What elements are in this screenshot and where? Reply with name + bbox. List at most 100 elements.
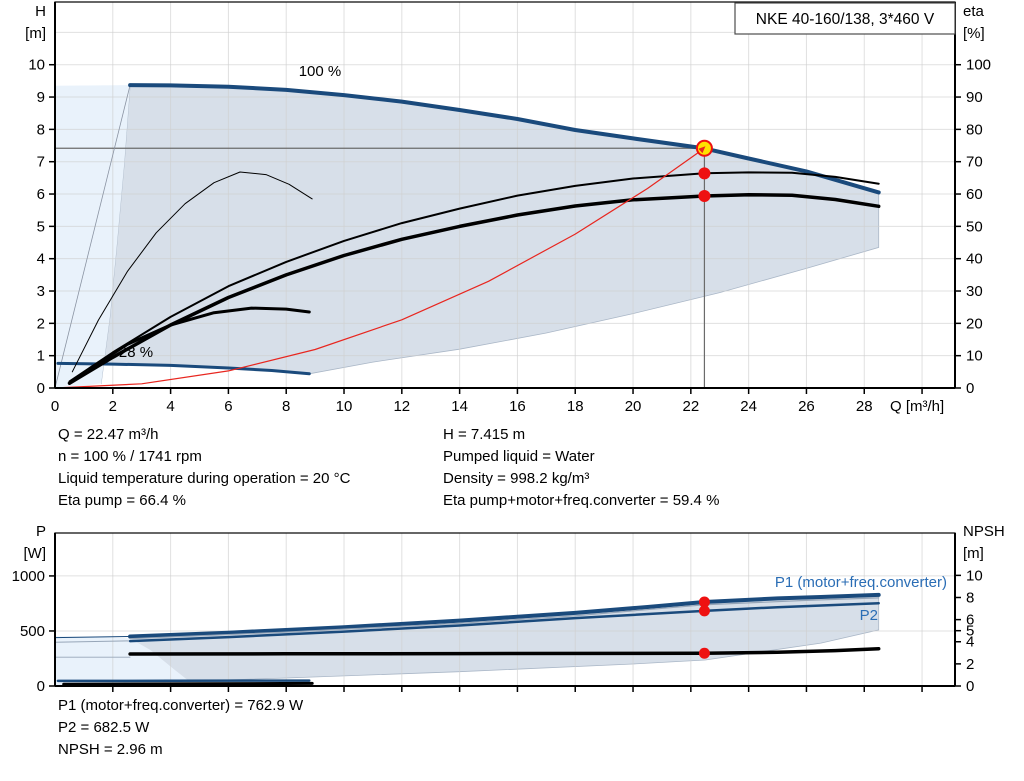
tick-label: 0: [51, 398, 59, 415]
curve-npsh: [128, 646, 881, 656]
curve-eta-total-28: [88, 306, 311, 371]
low-flow-region-power: [55, 636, 196, 686]
power-info: P1 (motor+freq.converter) = 762.9 W P2 =…: [58, 695, 303, 761]
chart-label-: [%]: [963, 25, 985, 42]
chart-label-p: P: [36, 523, 46, 540]
tick-label: 90: [966, 89, 983, 106]
info-density: Density = 998.2 kg/m³: [443, 470, 590, 487]
info-npsh: NPSH = 2.96 m: [58, 741, 163, 758]
curve-min-flow-line: [54, 84, 131, 389]
tick-label: 0: [37, 380, 45, 397]
tick-label: 20: [966, 315, 983, 332]
pump-title-box: [734, 2, 956, 35]
curve-p1-lead-in: [54, 636, 131, 639]
tick-label: 1000: [12, 568, 45, 585]
info-eta-pump: Eta pump = 66.4 %: [58, 492, 186, 509]
curve-p-28-black: [62, 681, 314, 686]
chart-label-p2: P2: [860, 607, 878, 624]
chart-label-w: [W]: [24, 545, 47, 562]
duty-info-left: Q = 22.47 m³/h n = 100 % / 1741 rpm Liqu…: [58, 424, 350, 512]
tick-label: 40: [966, 251, 983, 268]
chart-label-p1-motor-freq-converter: P1 (motor+freq.converter): [775, 574, 947, 591]
tick-label: 22: [682, 398, 699, 415]
info-q: Q = 22.47 m³/h: [58, 426, 159, 443]
info-h: H = 7.415 m: [443, 426, 526, 443]
chart-label-h: H: [35, 3, 46, 20]
info-n: n = 100 % / 1741 rpm: [58, 448, 202, 465]
tick-label: 4: [166, 398, 174, 415]
tick-label: 0: [966, 678, 974, 695]
tick-label: 14: [451, 398, 468, 415]
tick-label: 6: [224, 398, 232, 415]
curve-p2-lead-in: [54, 640, 131, 643]
chart-label-m: [m]: [25, 25, 46, 42]
pump-title: NKE 40-160/138, 3*460 V: [756, 11, 935, 28]
tick-label: 30: [966, 283, 983, 300]
tick-label: 0: [966, 380, 974, 397]
chart-label-100: 100 %: [299, 63, 342, 80]
chart-label-npsh: NPSH: [963, 523, 1005, 540]
tick-label: 1: [37, 348, 45, 365]
tick-label: 10: [966, 567, 983, 584]
info-eta-total: Eta pump+motor+freq.converter = 59.4 %: [443, 492, 720, 509]
tick-label: 10: [28, 57, 45, 74]
chart-label-28: 28 %: [119, 344, 153, 361]
tick-label: 5: [966, 623, 974, 640]
info-p1: P1 (motor+freq.converter) = 762.9 W: [58, 697, 304, 714]
tick-label: 6: [37, 186, 45, 203]
tick-label: 70: [966, 154, 983, 171]
info-liquid-temp: Liquid temperature during operation = 20…: [58, 470, 351, 487]
info-pumped-liquid: Pumped liquid = Water: [443, 448, 595, 465]
tick-label: 20: [625, 398, 642, 415]
tick-label: 16: [509, 398, 526, 415]
tick-label: 18: [567, 398, 584, 415]
p1-point: [698, 596, 710, 608]
tick-label: 4: [966, 634, 974, 651]
chart-label-eta: eta: [963, 3, 985, 20]
info-p2: P2 = 682.5 W: [58, 719, 150, 736]
p2-point: [698, 605, 710, 617]
tick-label: 8: [966, 589, 974, 606]
tick-label: 26: [798, 398, 815, 415]
tick-label: 12: [393, 398, 410, 415]
curve-eta-pump: [68, 171, 880, 383]
tick-label: 2: [109, 398, 117, 415]
tick-label: 2: [37, 315, 45, 332]
tick-label: 24: [740, 398, 757, 415]
system-curve-arrowhead: [698, 146, 706, 154]
tick-label: 100: [966, 57, 991, 74]
curve-p1-inner-hairline: [129, 597, 880, 640]
tick-label: 5: [37, 218, 45, 235]
tick-label: 500: [20, 623, 45, 640]
tick-label: 60: [966, 186, 983, 203]
curve-pump-curve-100: [128, 83, 881, 195]
tick-label: 28: [856, 398, 873, 415]
curve-eta-pump-motor-freq: [67, 192, 881, 385]
curve-p1-motor-freq-converter: [128, 592, 881, 639]
tick-label: 0: [37, 678, 45, 695]
tick-label: 7: [37, 154, 45, 171]
tick-label: 80: [966, 121, 983, 138]
tick-label: 2: [966, 656, 974, 673]
npsh-point: [698, 647, 710, 659]
tick-label: 10: [966, 348, 983, 365]
tick-label: 8: [282, 398, 290, 415]
tick-label: 9: [37, 89, 45, 106]
curve-p2: [128, 601, 880, 643]
tick-label: 50: [966, 218, 983, 235]
tick-label: 4: [37, 251, 45, 268]
chart-label-q-m-h: Q [m³/h]: [890, 398, 944, 415]
eta-total-point: [698, 189, 711, 202]
tick-label: 3: [37, 283, 45, 300]
power-npsh-chart: 0 500 1000 0 2 456 8 10 P1 (motor+freq.converter…: [12, 523, 1005, 695]
tick-label: 6: [966, 612, 974, 629]
tick-label: 8: [37, 121, 45, 138]
eta-pump-point: [698, 167, 711, 180]
tick-label: 10: [336, 398, 353, 415]
chart-label-m: [m]: [963, 545, 984, 562]
curve-eta-pump-28: [71, 171, 313, 373]
duty-info-right: H = 7.415 m Pumped liquid = Water Densit…: [443, 424, 719, 512]
curve-system-curve: [54, 147, 706, 389]
